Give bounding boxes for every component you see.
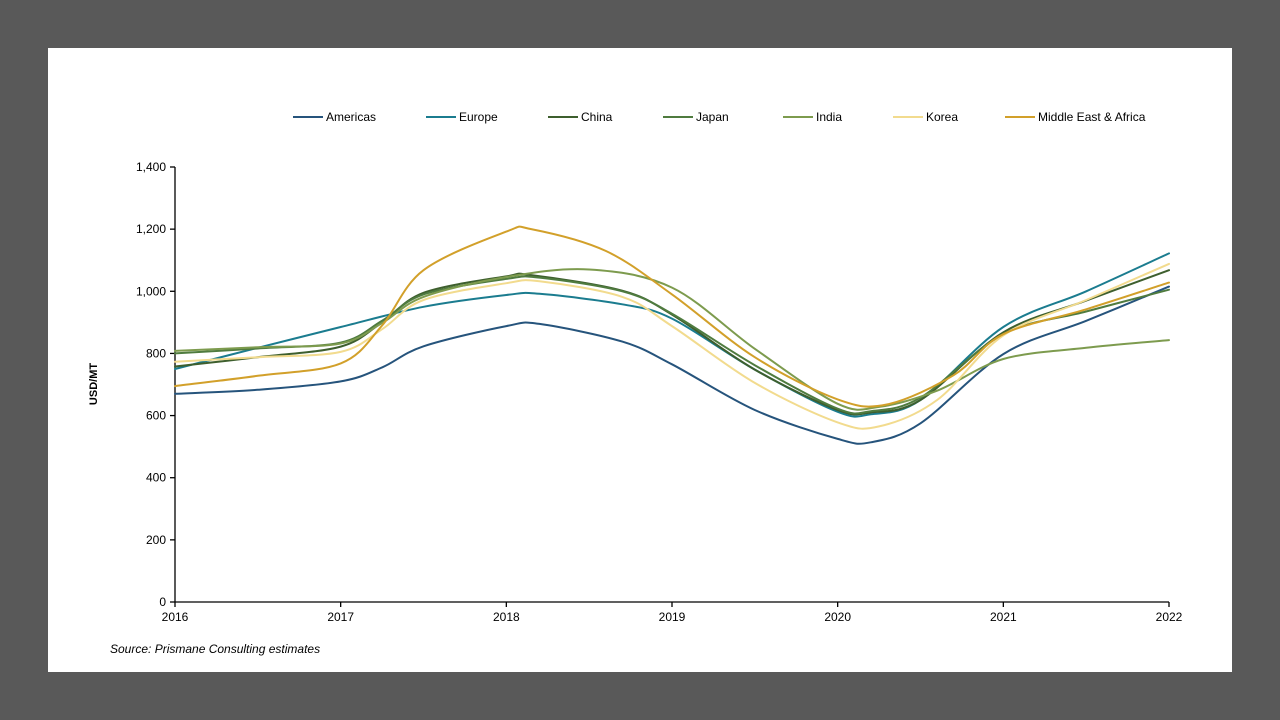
legend-label: Korea [926, 110, 959, 124]
legend: Americas Europe China Japan India Korea Middle… [48, 109, 1232, 125]
legend-swatch-china [548, 116, 578, 118]
y-tick-label: 400 [146, 471, 166, 485]
legend-label: Middle East & Africa [1038, 110, 1146, 124]
legend-item-japan: Japan [663, 109, 729, 125]
legend-label: India [816, 110, 843, 124]
legend-label: Japan [696, 110, 729, 124]
series-line-korea [174, 262, 1170, 430]
legend-item-middle-east-africa: Middle East & Africa [1005, 109, 1145, 125]
legend-label: China [581, 110, 613, 124]
y-tick-label: 1,400 [136, 160, 166, 174]
series-line-japan [174, 275, 1170, 415]
legend-item-europe: Europe [426, 109, 498, 125]
x-tick-label: 2019 [659, 610, 686, 624]
series-line-europe [174, 252, 1170, 418]
legend-item-americas: Americas [293, 109, 376, 125]
x-tick-label: 2017 [327, 610, 354, 624]
series-line-india [174, 268, 1170, 411]
x-tick-label: 2021 [990, 610, 1017, 624]
legend-label: Americas [326, 110, 377, 124]
x-tick-label: 2022 [1156, 610, 1183, 624]
legend-swatch-americas [293, 116, 323, 118]
legend-item-india: India [783, 109, 842, 125]
y-tick-label: 600 [146, 409, 166, 423]
legend-item-korea: Korea [893, 109, 958, 125]
y-tick-label: 1,200 [136, 222, 166, 236]
x-tick-label: 2018 [493, 610, 520, 624]
y-tick-label: 800 [146, 346, 166, 360]
x-tick-label: 2020 [824, 610, 851, 624]
y-tick-label: 0 [159, 595, 166, 609]
x-tick-label: 2016 [162, 610, 189, 624]
y-axis-title: USD/MT [88, 363, 100, 405]
legend-swatch-japan [663, 116, 693, 118]
price-line-chart: 0 200 400 600 800 1,000 1,200 1,400 2016 2017 2018… [88, 160, 1183, 624]
legend-label: Europe [459, 110, 498, 124]
source-note: Source: Prismane Consulting estimates [110, 642, 321, 656]
y-tick-label: 1,000 [136, 284, 166, 298]
y-tick-label: 200 [146, 533, 166, 547]
series-line-middle-east-africa [174, 225, 1170, 408]
legend-item-china: China [548, 109, 612, 125]
series-line-china [174, 269, 1170, 416]
chart-card: 0 200 400 600 800 1,000 1,200 1,400 2016 2017 2018… [48, 48, 1232, 672]
legend-swatch-korea [893, 116, 923, 118]
legend-swatch-europe [426, 116, 456, 118]
legend-swatch-middle-east-africa [1005, 116, 1035, 118]
series-line-americas [174, 285, 1170, 445]
legend-swatch-india [783, 116, 813, 118]
